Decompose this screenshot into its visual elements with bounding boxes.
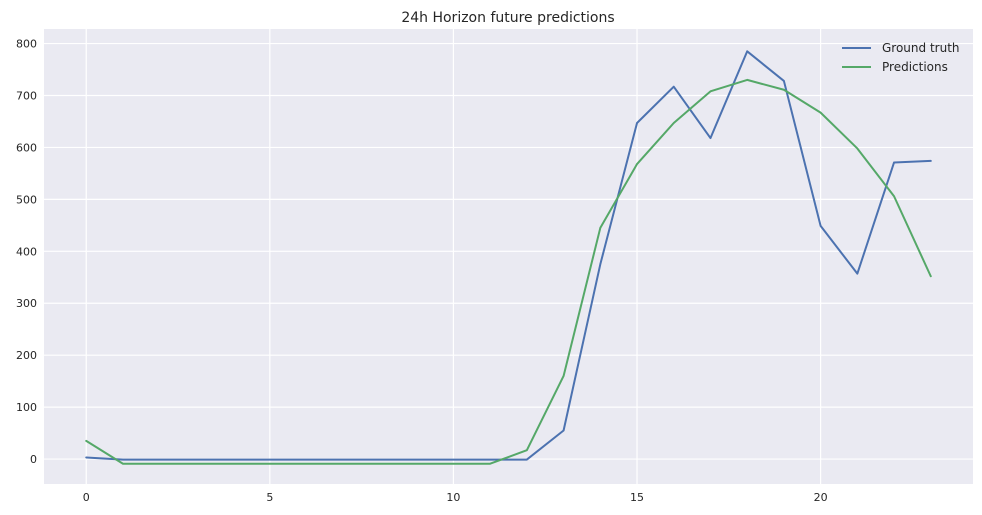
legend: Ground truth Predictions — [842, 41, 960, 74]
y-tick-label: 400 — [16, 245, 37, 258]
chart-title: 24h Horizon future predictions — [401, 10, 614, 26]
y-tick-label: 200 — [16, 349, 37, 362]
series-line-predictions — [85, 78, 932, 465]
x-tick-label: 15 — [630, 491, 644, 504]
legend-label: Ground truth — [882, 41, 960, 55]
y-tick-label: 700 — [16, 89, 37, 102]
y-tick-label: 0 — [30, 453, 37, 466]
x-tick-label: 5 — [266, 491, 273, 504]
y-tick-label: 100 — [16, 401, 37, 414]
plot-area — [44, 29, 973, 484]
y-tick-label: 300 — [16, 297, 37, 310]
legend-label: Predictions — [882, 60, 948, 74]
y-tick-label: 800 — [16, 38, 37, 51]
series-lines — [85, 50, 932, 465]
y-tick-labels: 0 100 200 300 400 500 600 700 800 — [16, 38, 37, 467]
y-tick-label: 600 — [16, 141, 37, 154]
x-tick-label: 20 — [814, 491, 828, 504]
x-tick-label: 0 — [83, 491, 90, 504]
x-tick-labels: 0 5 10 15 20 — [83, 491, 828, 504]
grid-lines — [44, 29, 973, 484]
y-tick-label: 500 — [16, 193, 37, 206]
series-line-ground-truth — [85, 50, 932, 461]
x-tick-label: 10 — [446, 491, 460, 504]
